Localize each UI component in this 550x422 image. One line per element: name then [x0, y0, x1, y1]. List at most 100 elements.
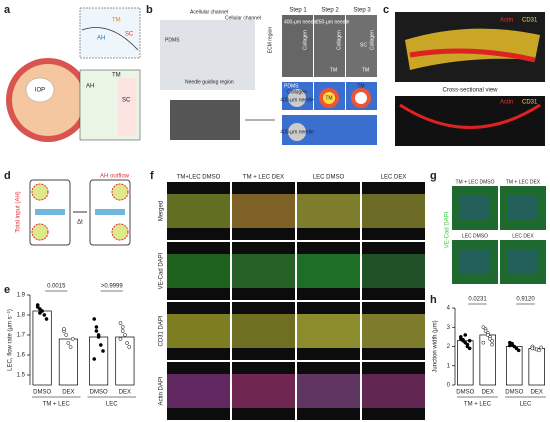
panel-letter: g: [430, 170, 437, 182]
panel-b: b Acellular channel Cellular channel PDM…: [146, 4, 377, 145]
micrograph: [346, 15, 377, 77]
label: Cross-sectional view: [442, 88, 498, 94]
x-tick-label: DEX: [482, 390, 494, 396]
bar: [115, 336, 135, 386]
label: VE-Cad DAPI: [445, 211, 451, 248]
label: Collagen: [336, 30, 342, 50]
step: Step 1: [289, 8, 307, 14]
panel-letter: b: [146, 4, 153, 16]
label: Actin: [500, 100, 513, 106]
y-tick-label: 2: [447, 344, 451, 350]
x-tick-label: DMSO: [90, 390, 108, 396]
y-axis-label: LEC, flow rate (μm s⁻¹): [8, 309, 14, 371]
bar: [528, 348, 545, 386]
x-tick-label: DEX: [531, 390, 543, 396]
label: Total input (AH): [16, 191, 22, 232]
data-point: [459, 335, 463, 339]
column-label: TM + LEC DEX: [506, 179, 541, 185]
well: [31, 183, 49, 201]
step: Step 2: [321, 8, 339, 14]
label: CD31: [522, 100, 538, 106]
data-point: [483, 329, 488, 333]
bar: [457, 340, 474, 386]
micrograph: [452, 240, 498, 284]
bar: [32, 310, 52, 386]
data-point: [118, 337, 123, 341]
label: IOP: [35, 88, 45, 94]
data-point: [68, 345, 73, 349]
x-tick-label: DEX: [62, 390, 74, 396]
data-point: [530, 346, 535, 351]
data-point: [467, 338, 472, 343]
y-tick-label: 0: [447, 383, 451, 389]
x-tick-label: DEX: [119, 390, 131, 396]
label: PDMS: [284, 83, 299, 89]
nuclei: [460, 250, 490, 274]
nuclei: [508, 196, 538, 220]
bar: [89, 336, 109, 386]
label: 250-μm needle: [316, 19, 350, 25]
tube: [399, 103, 541, 129]
tissue: [167, 374, 230, 408]
channel: [35, 209, 65, 215]
data-point: [66, 341, 71, 345]
tissue: [362, 374, 425, 408]
cross-section: [395, 96, 545, 146]
row-label: Actin DAPI: [159, 376, 165, 405]
y-tick-label: 3: [447, 325, 451, 331]
panel-letter: a: [4, 4, 11, 16]
data-point: [120, 329, 125, 333]
nuclei: [460, 196, 490, 220]
label: Δt: [77, 220, 83, 226]
label: SC: [125, 32, 134, 38]
data-point: [94, 329, 99, 333]
lumen: [355, 92, 367, 104]
data-point: [488, 336, 492, 341]
data-point: [516, 348, 521, 353]
label: AH: [86, 84, 94, 90]
well: [111, 183, 129, 201]
bar: [506, 346, 523, 386]
tm: [323, 92, 335, 104]
data-point: [537, 348, 541, 353]
y-tick-label: 4: [447, 306, 451, 312]
label: TM: [112, 18, 121, 24]
label: TM: [362, 67, 369, 73]
panel-g: g VE-Cad DAPI TM + LEC DMSO TM + LEC DEX L…: [430, 170, 546, 284]
column-label: LEC DMSO: [462, 233, 488, 239]
device-photo: [170, 100, 240, 140]
needle: [288, 123, 306, 141]
step: Step 3: [353, 8, 371, 14]
tissue: [167, 314, 230, 348]
micrograph: [500, 186, 546, 230]
label: SC: [122, 98, 131, 104]
panel-d: d Total input (AH) AH outflow Δt: [4, 170, 131, 246]
label: Acellular channel: [190, 9, 228, 15]
label: Collagen: [369, 30, 375, 50]
column-label: LEC DMSO: [313, 175, 345, 181]
panel-letter: h: [430, 294, 437, 306]
data-point: [125, 341, 129, 345]
row-label: CD31 DAPI: [159, 315, 165, 346]
tissue: [232, 374, 295, 408]
data-point: [96, 335, 101, 339]
column-label: LEC DEX: [512, 233, 534, 239]
channel: [95, 209, 125, 215]
panel-letter: d: [4, 170, 11, 182]
p-value: >0.9999: [101, 284, 124, 290]
tissue: [362, 314, 425, 348]
data-point: [44, 317, 49, 321]
tissue: [232, 194, 295, 228]
needle: [288, 89, 306, 107]
data-point: [42, 313, 47, 317]
tissue: [297, 374, 360, 408]
data-point: [98, 343, 103, 347]
label: 400-μm needle: [280, 97, 314, 103]
label: TM: [330, 67, 337, 73]
well: [111, 223, 129, 241]
data-point: [465, 344, 470, 349]
panel-c: c Actin CD31 Cross-sectional view Actin …: [383, 4, 545, 146]
data-point: [94, 325, 99, 329]
group-label: TM + LEC: [464, 402, 492, 408]
label: Needle guiding region: [185, 79, 234, 85]
